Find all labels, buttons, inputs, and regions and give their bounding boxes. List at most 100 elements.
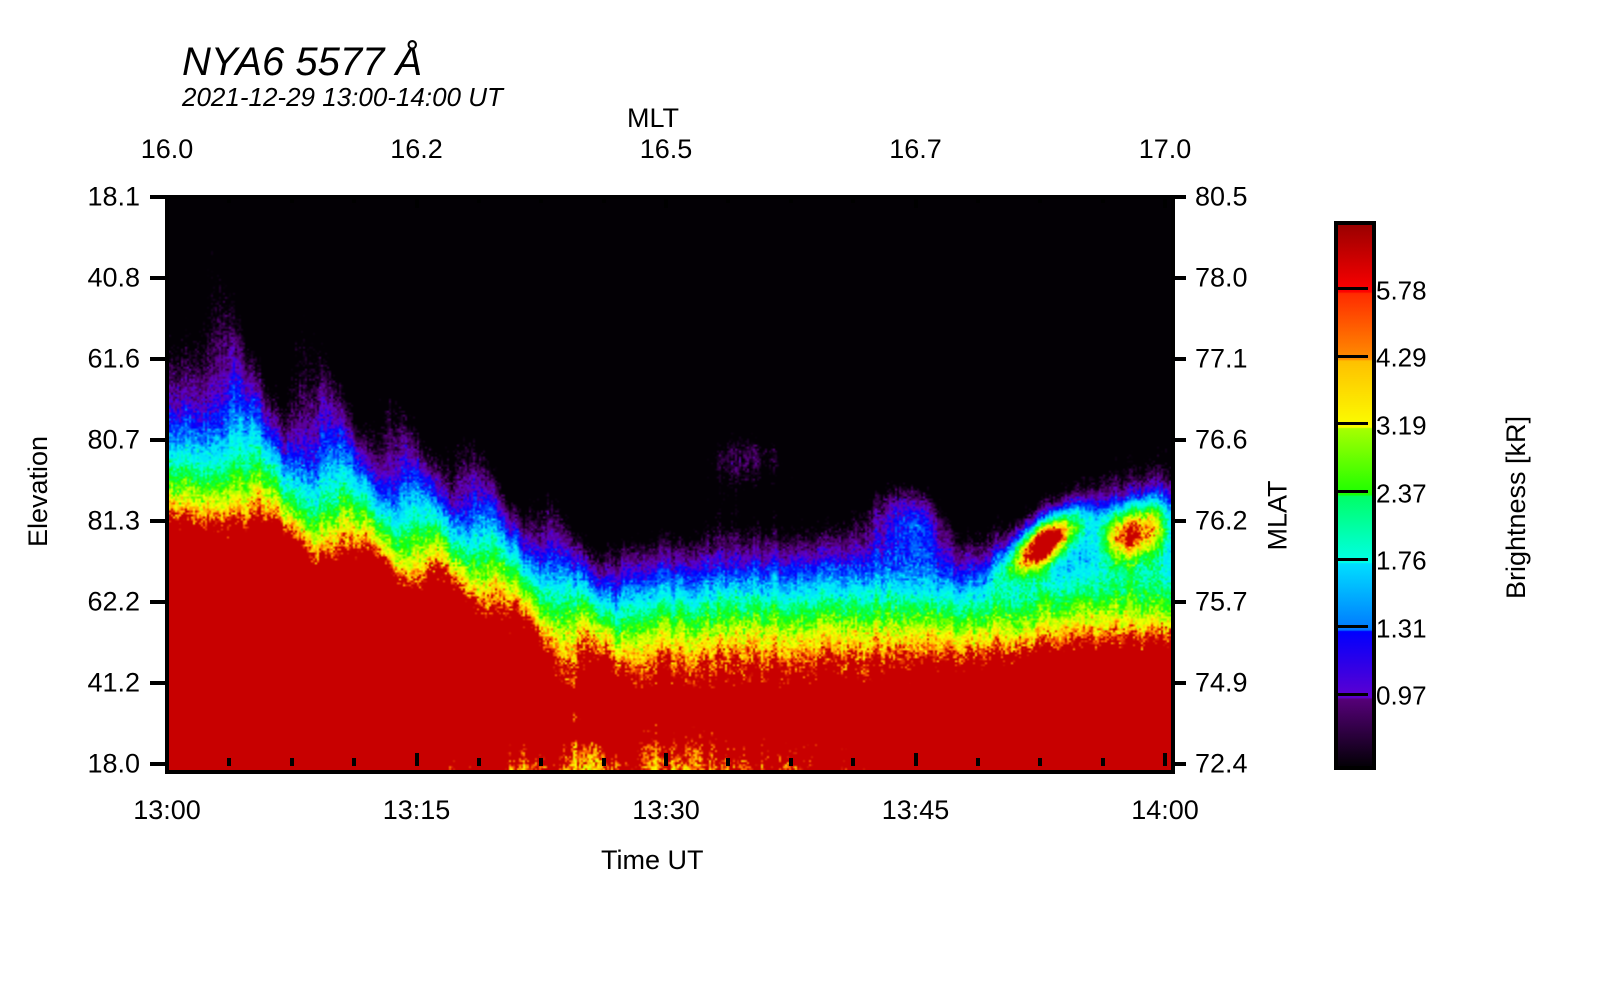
right-tick-label: 75.7 (1195, 586, 1248, 617)
tick-mark-bottom (414, 753, 419, 766)
tick-mark-right (1171, 600, 1186, 604)
tick-mark-bottom-minor (1038, 758, 1043, 766)
colorbar-tick-label: 4.29 (1376, 342, 1427, 373)
tick-mark-bottom-minor (726, 758, 731, 766)
colorbar-separator (1334, 490, 1368, 493)
left-tick-label: 41.2 (87, 667, 140, 698)
colorbar-tick-label: 1.31 (1376, 613, 1427, 644)
left-tick-label: 18.0 (87, 748, 140, 779)
tick-mark-top-minor (227, 195, 232, 203)
right-tick-label: 77.1 (1195, 343, 1248, 374)
tick-mark-right (1171, 357, 1186, 361)
left-tick-label: 18.1 (87, 181, 140, 212)
top-tick-label: 16.0 (140, 134, 194, 164)
colorbar-tick-label: 0.97 (1376, 680, 1427, 711)
tick-mark-left (150, 438, 165, 442)
tick-mark-left (150, 681, 165, 685)
tick-mark-top (664, 195, 668, 208)
tick-mark-bottom-minor (601, 758, 606, 766)
tick-mark-bottom-minor (227, 758, 232, 766)
tick-mark-bottom-minor (788, 758, 793, 766)
bottom-tick-label: 13:00 (133, 795, 201, 825)
tick-mark-top (1163, 195, 1167, 208)
colorbar-separator (1334, 287, 1368, 291)
title-block: NYA6 5577 Å 2021-12-29 13:00-14:00 UT (182, 42, 503, 110)
tick-mark-right (1171, 438, 1186, 442)
colorbar (1334, 221, 1376, 770)
right-tick-label: 78.0 (1195, 262, 1248, 293)
left-tick-label: 80.7 (87, 424, 140, 455)
top-tick-label: 16.2 (390, 134, 443, 164)
right-tick-label: 72.4 (1195, 748, 1248, 779)
plot-area (165, 195, 1175, 774)
tick-mark-bottom-minor (476, 758, 481, 766)
left-tick-label: 81.3 (87, 505, 140, 536)
page-subtitle: 2021-12-29 13:00-14:00 UT (182, 82, 503, 112)
tick-mark-bottom (1163, 753, 1167, 766)
bottom-tick-label: 14:00 (1131, 795, 1199, 825)
right-tick-label: 76.6 (1195, 424, 1248, 455)
colorbar-separator (1334, 692, 1368, 696)
colorbar-tick-label: 3.19 (1376, 410, 1427, 441)
tick-mark-top (414, 195, 419, 208)
right-tick-label: 80.5 (1195, 181, 1248, 212)
colorbar-tick-label: 1.76 (1376, 545, 1427, 576)
tick-mark-bottom-minor (975, 758, 980, 766)
tick-mark-top-minor (851, 195, 856, 203)
tick-mark-top (165, 195, 169, 208)
colorbar-gradient (1338, 225, 1372, 766)
top-tick-label: 16.7 (889, 134, 942, 164)
left-axis-title: Elevation (23, 435, 54, 548)
top-axis-title: MLT (627, 103, 679, 133)
tick-mark-top-minor (539, 195, 544, 203)
tick-mark-bottom-minor (289, 758, 294, 766)
tick-mark-top (913, 195, 918, 208)
right-tick-label: 76.2 (1195, 505, 1248, 536)
colorbar-title: Brightness [kR] (1501, 415, 1532, 600)
tick-mark-bottom (664, 753, 668, 766)
tick-mark-top-minor (975, 195, 980, 203)
tick-mark-top-minor (601, 195, 606, 203)
bottom-axis-title: Time UT (601, 845, 704, 875)
tick-mark-top-minor (1038, 195, 1043, 203)
right-axis-title: MLAT (1262, 480, 1293, 551)
tick-mark-bottom-minor (1100, 758, 1105, 766)
tick-mark-left (150, 195, 165, 199)
colorbar-separator (1334, 422, 1368, 426)
colorbar-separator (1334, 625, 1368, 629)
colorbar-separator (1334, 557, 1368, 561)
tick-mark-left (150, 600, 165, 604)
top-tick-label: 16.5 (639, 134, 693, 164)
top-tick-label: 17.0 (1138, 134, 1192, 164)
tick-mark-right (1171, 681, 1186, 685)
tick-mark-bottom-minor (352, 758, 357, 766)
tick-mark-top-minor (788, 195, 793, 203)
tick-mark-left (150, 762, 165, 766)
colorbar-tick-label: 2.37 (1376, 478, 1427, 508)
colorbar-tick-label: 5.78 (1376, 275, 1427, 306)
colorbar-separator (1334, 354, 1368, 358)
tick-mark-bottom (913, 753, 918, 766)
tick-mark-bottom (165, 753, 169, 766)
tick-mark-top-minor (1100, 195, 1105, 203)
tick-mark-right (1171, 519, 1186, 523)
page-title: NYA6 5577 Å (182, 40, 423, 84)
tick-mark-top-minor (476, 195, 481, 203)
bottom-tick-label: 13:30 (632, 795, 700, 825)
tick-mark-top-minor (726, 195, 731, 203)
bottom-tick-label: 13:15 (382, 795, 451, 825)
tick-mark-left (150, 276, 165, 280)
tick-mark-top-minor (352, 195, 357, 203)
left-tick-label: 40.8 (87, 262, 140, 293)
right-tick-label: 74.9 (1195, 667, 1248, 698)
tick-mark-bottom-minor (851, 758, 856, 766)
tick-mark-right (1171, 195, 1186, 199)
tick-mark-left (150, 519, 165, 523)
tick-mark-right (1171, 762, 1186, 766)
tick-mark-right (1171, 276, 1186, 280)
left-tick-label: 62.2 (87, 586, 140, 617)
tick-mark-left (150, 357, 165, 361)
tick-mark-bottom-minor (539, 758, 544, 766)
left-tick-label: 61.6 (87, 343, 140, 374)
